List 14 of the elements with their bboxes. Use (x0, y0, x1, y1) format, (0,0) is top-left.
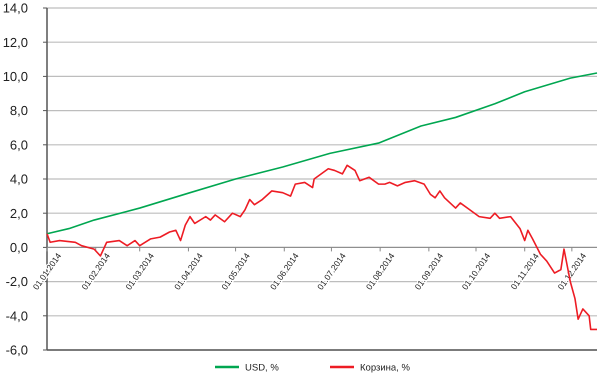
y-tick-label: 14,0 (2, 0, 28, 16)
y-tick-label: 4,0 (10, 172, 28, 187)
line-series (46, 72, 598, 235)
legend-label: Корзина, % (360, 362, 410, 374)
y-tick-label: 0,0 (10, 240, 28, 255)
y-tick-label: -4,0 (6, 308, 28, 324)
y-tick-label: 10,0 (2, 68, 28, 84)
y-tick-label: -2,0 (6, 274, 28, 290)
legend-label: USD, % (245, 362, 280, 374)
y-tick-label: 12,0 (2, 34, 28, 50)
y-tick-label: 6,0 (10, 137, 28, 152)
y-tick-label: -6,0 (6, 342, 28, 358)
y-tick-label: 2,0 (10, 206, 28, 221)
y-tick-label: 8,0 (10, 103, 28, 118)
